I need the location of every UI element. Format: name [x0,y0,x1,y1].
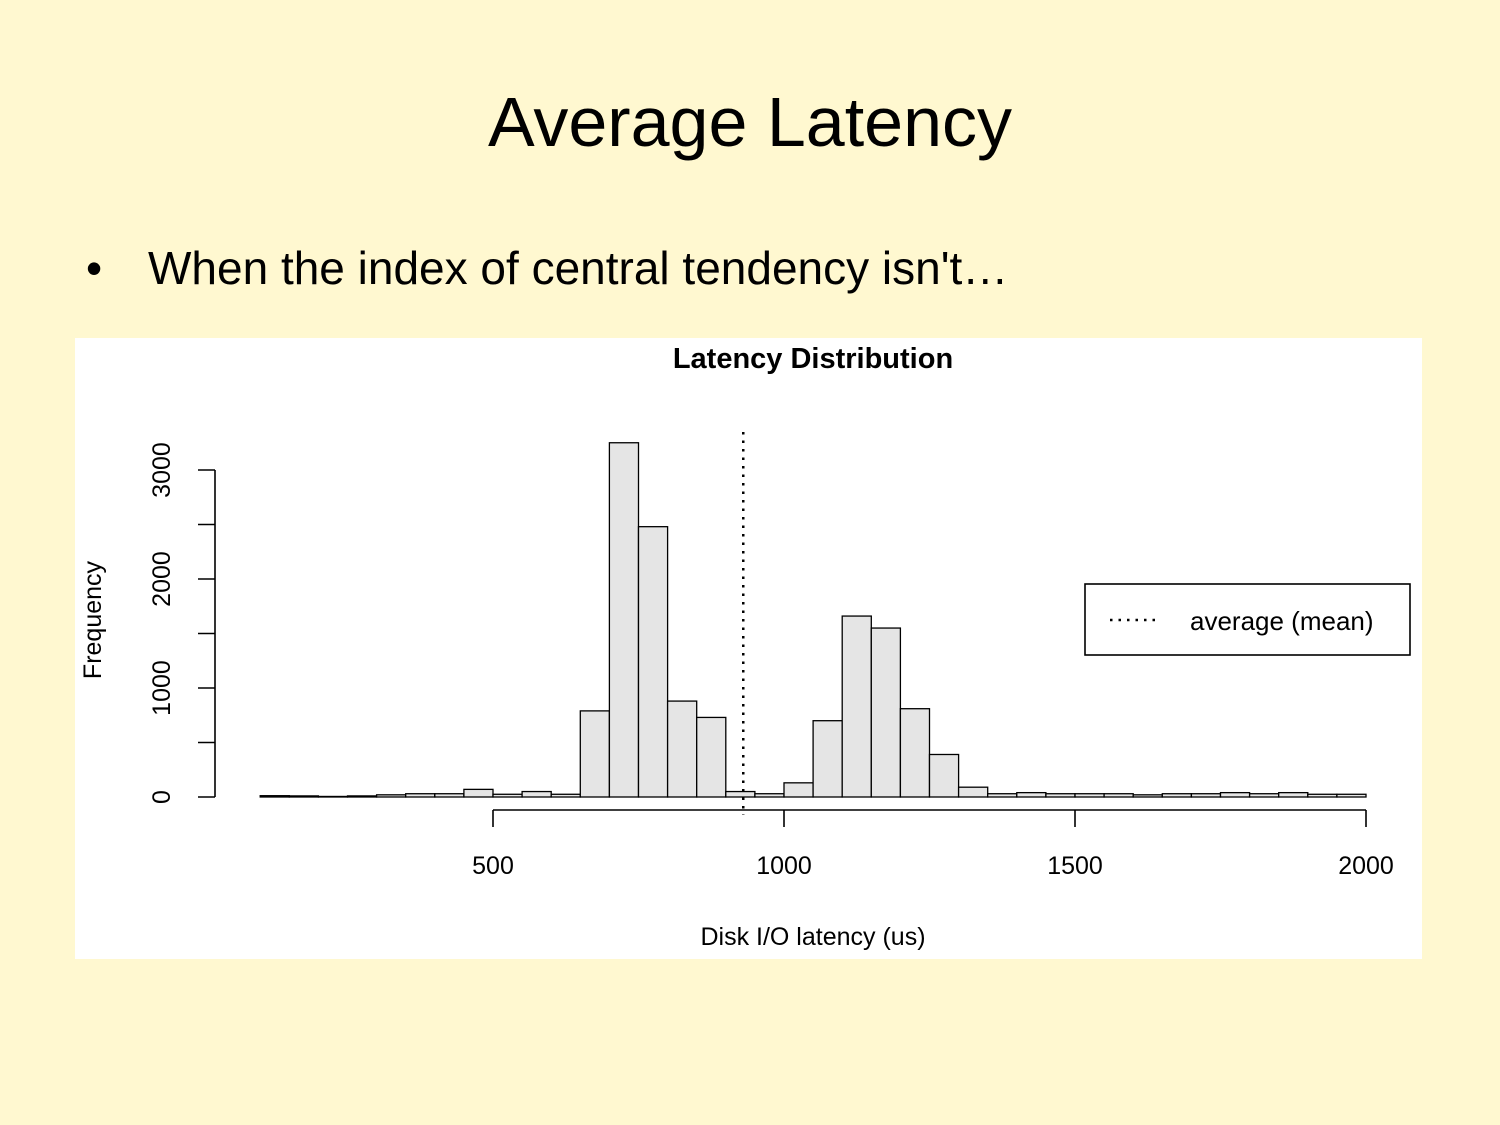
histogram-bar [434,793,465,798]
histogram-bar [492,793,523,798]
histogram-bar [1132,794,1163,798]
histogram-bar [957,786,989,798]
y-axis: 0 1000 2000 3000 [148,442,216,804]
histogram-bar [987,793,1018,798]
latency-histogram: Latency Distribution 0 1000 2000 3000 500 10… [79,343,1411,951]
histogram-bars [259,442,1367,798]
x-tick-label: 500 [472,852,514,880]
y-tick-label: 0 [148,790,176,804]
x-tick-label: 2000 [1338,852,1394,880]
bullet-item: • When the index of central tendency isn'… [86,241,1008,295]
histogram-bar [841,615,872,798]
histogram-bar [579,710,611,798]
histogram-bar [1248,793,1280,798]
histogram-bar [637,526,669,798]
histogram-bar [1016,791,1047,798]
histogram-bar [463,788,494,798]
histogram-bar [754,793,785,798]
histogram-bar [1190,793,1222,798]
bullet-text: When the index of central tendency isn't… [148,242,1009,294]
histogram-bar [1161,793,1193,798]
y-tick-label: 2000 [148,551,176,607]
legend: average (mean) [1084,583,1411,656]
histogram-bar [375,794,407,798]
y-axis-label: Frequency [79,560,107,679]
histogram-bar [317,795,349,798]
x-axis-label: Disk I/O latency (us) [700,923,925,951]
histogram-bar [1074,793,1105,798]
histogram-bar [666,700,698,798]
histogram-bar [870,627,902,798]
histogram-bar [1307,793,1338,798]
histogram-bar [1045,793,1076,798]
histogram-bar [899,708,931,798]
legend-label: average (mean) [1190,606,1374,636]
histogram-bar [550,793,581,798]
slide-title: Average Latency [487,83,1013,161]
histogram-bar [1103,793,1134,798]
legend-box [1084,583,1411,656]
y-tick-label: 1000 [148,660,176,716]
histogram-bar [259,795,290,798]
x-tick-label: 1500 [1047,852,1103,880]
histogram-bar [812,720,843,798]
histogram-bar [725,790,756,798]
histogram-bar [288,795,320,798]
histogram-bar [696,716,727,798]
histogram-bar [405,793,436,798]
chart-panel: Latency Distribution 0 1000 2000 3000 500 10… [75,338,1422,959]
histogram-bar [346,795,378,798]
histogram-bar [783,782,814,798]
y-tick-label: 3000 [148,442,176,498]
histogram-bar [1278,791,1309,798]
x-tick-label: 1000 [756,852,812,880]
histogram-bar [608,442,640,798]
histogram-bar [521,790,552,798]
bullet-marker: • [86,242,103,294]
x-axis: 500 1000 1500 2000 [472,809,1394,880]
histogram-bar [928,753,960,798]
chart-title: Latency Distribution [673,343,953,375]
histogram-bar [1336,793,1367,798]
histogram-bar [1219,791,1251,798]
